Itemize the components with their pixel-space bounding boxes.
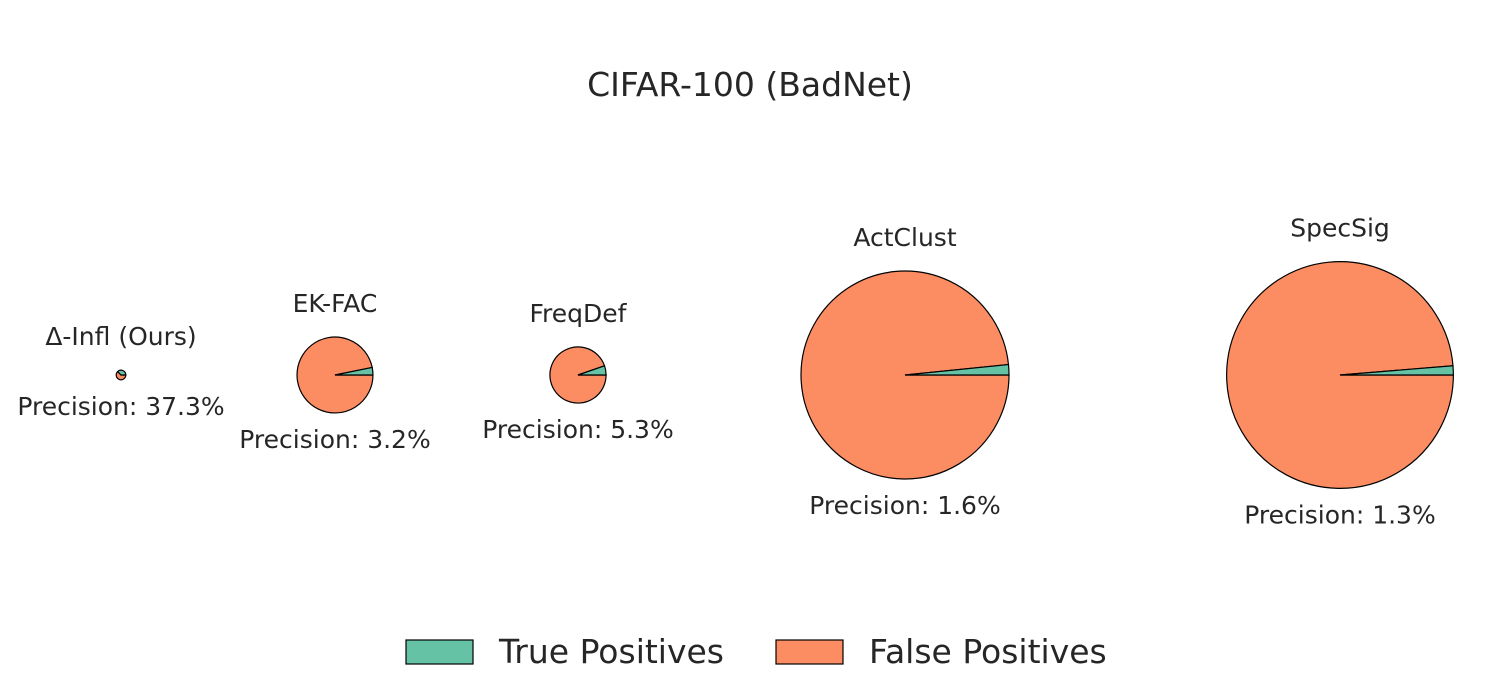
pie-slice-true-positives-actclust	[904, 363, 1010, 376]
pie-title-actclust: ActClust	[853, 223, 956, 252]
pie-precision-label-ek-fac: Precision: 3.2%	[239, 425, 430, 454]
chart-title: CIFAR-100 (BadNet)	[587, 65, 913, 104]
pie-slice-true-positives-specsig	[1339, 365, 1454, 376]
pie-slice-true-positives-delta-infl	[116, 369, 127, 376]
pie-precision-label-specsig: Precision: 1.3%	[1244, 500, 1435, 529]
legend: True Positives False Positives	[405, 632, 1107, 671]
legend-swatch-false-positives	[775, 639, 844, 665]
pie-slice-true-positives-freqdef	[577, 365, 607, 376]
pie-title-ek-fac: EK-FAC	[293, 289, 378, 318]
pie-group: Δ-Infl (Ours) Precision: 37.3% EK-FAC Preci…	[17, 214, 1454, 529]
pie-title-specsig: SpecSig	[1290, 214, 1390, 243]
legend-label-false-positives: False Positives	[869, 632, 1107, 671]
legend-swatch-true-positives	[405, 639, 474, 665]
pie-title-delta-infl: Δ-Infl (Ours)	[45, 322, 196, 351]
pie-precision-label-freqdef: Precision: 5.3%	[482, 415, 673, 444]
pie-title-freqdef: FreqDef	[530, 299, 628, 328]
pie-precision-label-actclust: Precision: 1.6%	[809, 491, 1000, 520]
pie-precision-label-delta-infl: Precision: 37.3%	[17, 392, 224, 421]
pie-slice-true-positives-ek-fac	[334, 366, 374, 376]
legend-label-true-positives: True Positives	[498, 632, 724, 671]
pie-slice-false-positives-delta-infl	[115, 370, 127, 381]
